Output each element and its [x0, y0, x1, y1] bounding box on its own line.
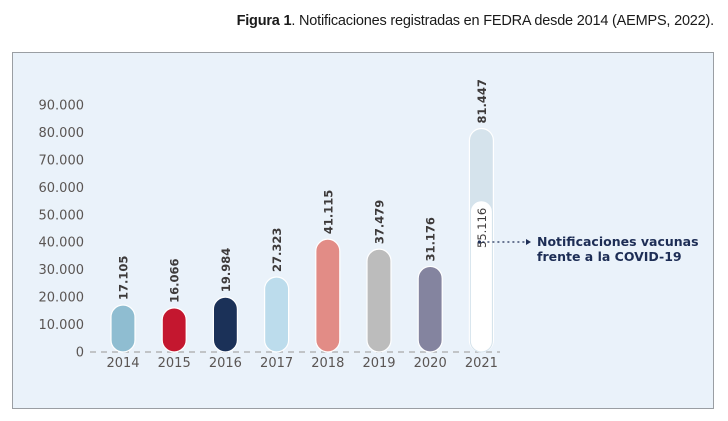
- y-axis: 0 10.000 20.000 30.000 40.000 50.000 60.000 70.…: [39, 99, 85, 361]
- x-tick-label: 2020: [414, 356, 447, 371]
- x-tick-label: 2019: [362, 356, 395, 371]
- y-tick-label: 40.000: [39, 236, 85, 251]
- bars: 17.105 16.066 19.984 27.323 41.115 37.479 31.1…: [110, 79, 494, 353]
- value-label-2017: 27.323: [270, 228, 284, 272]
- y-tick-label: 90.000: [39, 99, 85, 114]
- bar-2019: [366, 248, 392, 353]
- bar-2017: [264, 276, 290, 353]
- bar-2014: [110, 304, 136, 353]
- figure-number: Figura 1: [236, 13, 292, 29]
- y-tick-label: 50.000: [39, 208, 85, 223]
- x-tick-label: 2014: [106, 356, 139, 371]
- value-label-2020: 31.176: [424, 217, 438, 261]
- value-label-2014: 17.105: [117, 256, 131, 300]
- value-label-2016: 19.984: [219, 248, 233, 292]
- bar-2018: [315, 238, 341, 353]
- y-tick-label: 0: [76, 346, 84, 361]
- bar-2021-covid-vaccines: [469, 200, 493, 353]
- value-label-2015: 16.066: [168, 259, 182, 303]
- value-label-2021: 81.447: [475, 79, 489, 123]
- figure-caption-text: . Notificaciones registradas en FEDRA de…: [291, 13, 714, 29]
- annotation-line-2: frente a la COVID-19: [537, 249, 682, 264]
- annotation-line-1: Notificaciones vacunas: [537, 234, 699, 249]
- x-tick-label: 2018: [311, 356, 344, 371]
- x-tick-label: 2016: [209, 356, 242, 371]
- y-tick-label: 80.000: [39, 126, 85, 141]
- x-tick-label: 2021: [465, 356, 498, 371]
- value-label-2019: 37.479: [373, 200, 387, 244]
- x-tick-label: 2015: [158, 356, 191, 371]
- arrow-head-icon: [526, 239, 531, 245]
- bar-2016: [212, 296, 238, 353]
- x-axis: 2014 2015 2016 2017 2018 2019 2020 2021: [106, 356, 497, 371]
- annotation-dot: [477, 240, 481, 244]
- y-tick-label: 20.000: [39, 291, 85, 306]
- value-label-2018: 41.115: [321, 190, 335, 234]
- y-tick-label: 30.000: [39, 263, 85, 278]
- y-tick-label: 70.000: [39, 153, 85, 168]
- y-tick-label: 60.000: [39, 181, 85, 196]
- bar-2020: [417, 265, 443, 353]
- x-tick-label: 2017: [260, 356, 293, 371]
- value-label-2021-covid: 55.116: [475, 208, 489, 248]
- figure-caption: Figura 1. Notificaciones registradas en …: [236, 13, 715, 29]
- y-tick-label: 10.000: [39, 318, 85, 333]
- bar-2015: [161, 307, 187, 353]
